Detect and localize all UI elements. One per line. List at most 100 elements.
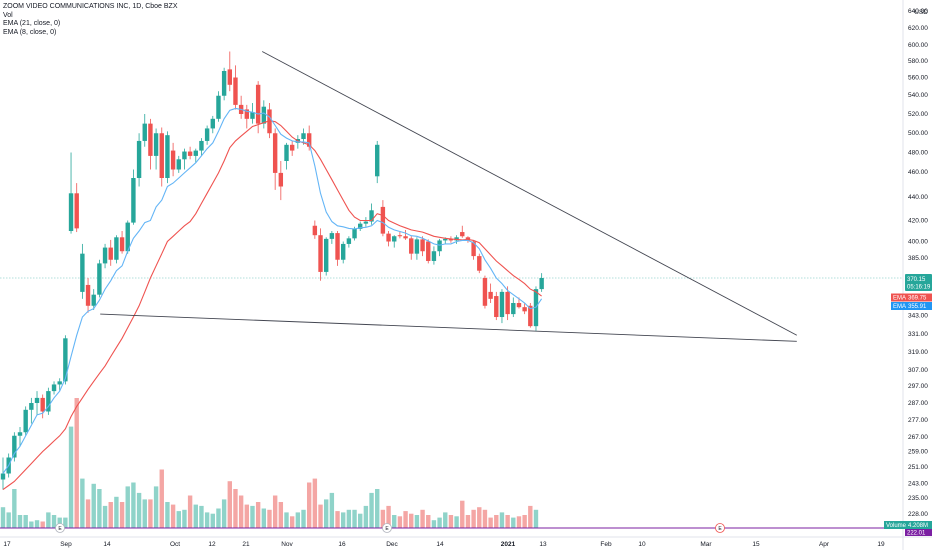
candle-body: [318, 235, 323, 272]
candle-body: [352, 228, 357, 239]
candle: [420, 236, 425, 257]
candle-body: [68, 193, 74, 231]
candle: [528, 303, 533, 328]
candle-body: [477, 256, 482, 271]
candle-body: [375, 144, 380, 177]
volume-bar: [51, 515, 57, 528]
ema-21-tag-bg: [891, 293, 932, 302]
candle-body: [397, 235, 403, 237]
candle-body: [233, 77, 238, 105]
volume-bar: [131, 482, 136, 528]
price-tick-label: 297.00: [908, 383, 928, 390]
indicator-ema-21[interactable]: EMA (21, close, 0): [3, 20, 61, 28]
volume-bar: [505, 515, 510, 528]
candle: [409, 236, 414, 260]
candle: [29, 397, 34, 424]
candle: [80, 243, 85, 299]
candle: [437, 238, 442, 257]
price-tick-label: 540.00: [908, 92, 928, 99]
candle-body: [392, 236, 397, 242]
price-tick-label: 307.00: [908, 367, 928, 374]
volume-tag-bg: [884, 521, 932, 529]
earnings-circle: [55, 523, 65, 533]
candle-body: [528, 305, 533, 327]
volume-bar: [341, 512, 346, 528]
candle-body: [511, 303, 516, 315]
price-tick-label: 480.00: [908, 150, 928, 157]
candle-body: [40, 397, 45, 412]
volume-bar: [0, 507, 6, 528]
candle-body: [386, 233, 391, 242]
candle-body: [80, 253, 85, 292]
candle-body: [199, 140, 204, 151]
volume-bar: [68, 426, 74, 528]
candle-body: [488, 291, 493, 299]
volume-bar: [516, 516, 522, 528]
volume-bar: [193, 504, 198, 528]
volume-bar: [176, 511, 181, 528]
price-tick-label: 343.00: [908, 313, 928, 320]
candle: [358, 221, 363, 231]
volume-bar: [244, 504, 250, 528]
candle-body: [358, 223, 363, 229]
bottom-price-tag-bg: [905, 529, 932, 536]
price-tick-label: 267.00: [908, 434, 928, 441]
volume-bar: [204, 512, 210, 528]
volume-bar: [409, 513, 414, 528]
price-tick-label: 319.00: [908, 349, 928, 356]
candle: [187, 146, 193, 160]
candle-body: [114, 237, 119, 260]
volume-bar: [443, 512, 448, 528]
volume-bar: [306, 482, 312, 528]
candle: [539, 273, 544, 292]
candle: [182, 148, 187, 170]
candle: [414, 237, 420, 260]
chart-legend: ZOOM VIDEO COMMUNICATIONS INC, 1D, Cboe …: [3, 3, 178, 37]
candle: [403, 229, 408, 240]
candle: [17, 427, 23, 447]
price-tick-label: 440.00: [908, 194, 928, 201]
symbol-title: ZOOM VIDEO COMMUNICATIONS INC, 1D, Cboe …: [3, 3, 178, 10]
indicator-volume[interactable]: Vol: [3, 11, 13, 19]
bottom-price-value: 222.01: [907, 531, 926, 537]
candle-body: [153, 133, 159, 156]
candle-body: [409, 238, 414, 254]
ema-21-tag-prefix: EMA: [893, 296, 906, 302]
volume-bar: [414, 515, 420, 528]
candle-body: [403, 236, 408, 239]
indicator-ema-8[interactable]: EMA (8, close, 0): [3, 28, 57, 36]
candle-body: [142, 123, 147, 141]
candle-body: [448, 238, 454, 241]
candle-body: [227, 69, 232, 85]
volume-bar: [12, 489, 17, 528]
volume-bar: [511, 517, 516, 528]
candle-body: [443, 238, 448, 241]
earnings-marker: E: [55, 523, 65, 533]
candle: [375, 140, 380, 184]
last-price-tag-bg: [905, 274, 932, 291]
volume-bar: [267, 509, 272, 528]
candle-body: [91, 294, 96, 306]
volume-bar: [227, 481, 232, 528]
candle-body: [136, 140, 142, 178]
price-tick-label: 500.00: [908, 130, 928, 137]
volume-bar: [221, 499, 227, 528]
candle-body: [335, 233, 340, 260]
volume-bar: [488, 517, 493, 528]
volume-bar: [142, 499, 147, 528]
volume-bar: [153, 486, 159, 528]
candle-body: [250, 112, 255, 119]
price-tick-label: 235.00: [908, 495, 928, 502]
candle-body: [539, 278, 544, 290]
candle-body: [170, 150, 176, 170]
volume-bar: [182, 509, 187, 528]
candle: [199, 138, 204, 156]
volume-bar: [335, 511, 340, 528]
candle-body: [182, 151, 187, 160]
volume-bar: [114, 496, 119, 528]
candle-body: [108, 247, 113, 260]
volume-bar: [533, 509, 539, 528]
candle-body: [193, 150, 198, 156]
candle-body: [341, 243, 346, 260]
